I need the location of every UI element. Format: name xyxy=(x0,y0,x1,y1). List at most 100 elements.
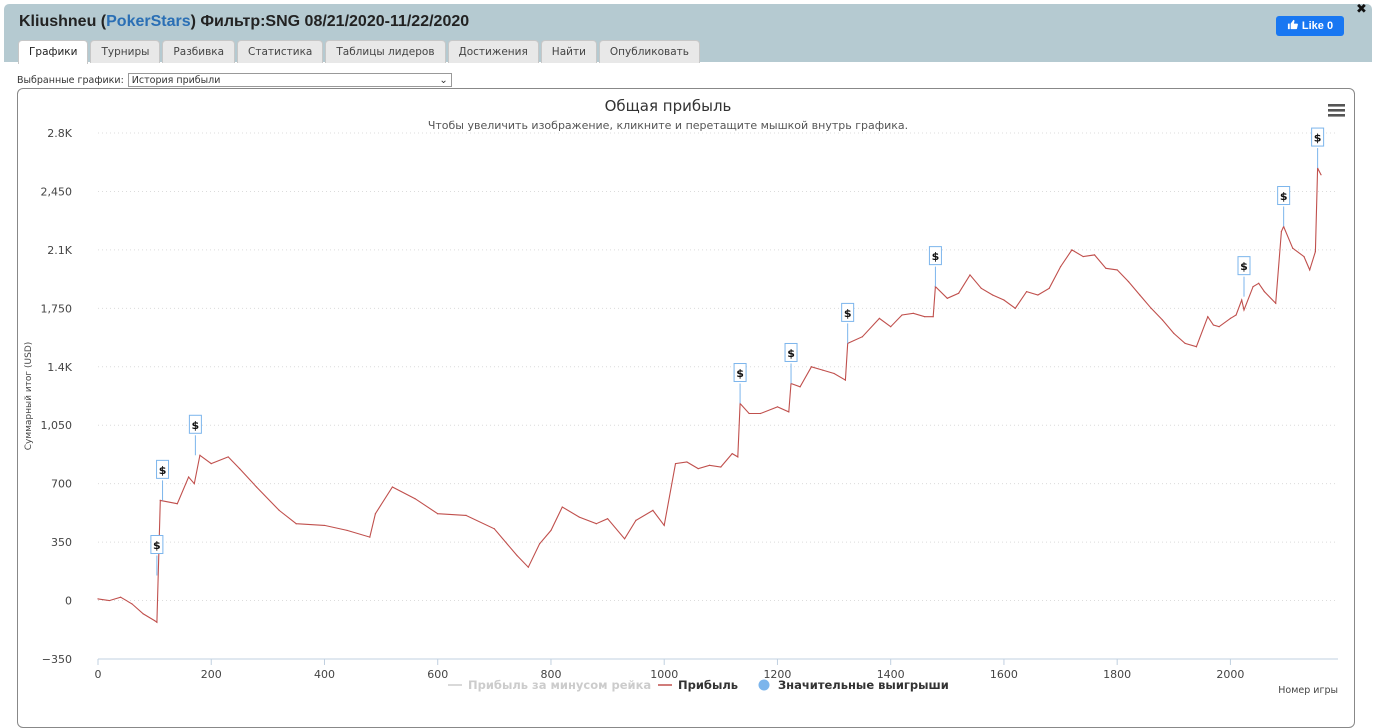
hamburger-icon[interactable] xyxy=(1328,104,1345,107)
profit-data-point xyxy=(374,513,377,515)
big-win-flag-label: $ xyxy=(736,367,744,380)
y-tick-label: 1,750 xyxy=(41,302,73,315)
profit-data-point xyxy=(1303,255,1305,258)
filter-text: Фильтр:SNG 08/21/2020-11/22/2020 xyxy=(195,13,470,30)
profit-data-point xyxy=(1314,250,1316,253)
thumbs-up-icon xyxy=(1287,19,1298,33)
x-tick-label: 1600 xyxy=(990,668,1018,681)
y-tick-label: 700 xyxy=(51,478,72,491)
profit-data-point xyxy=(776,406,779,408)
big-win-flag-label: $ xyxy=(1240,260,1248,273)
profit-data-point xyxy=(674,463,677,465)
legend-marker xyxy=(758,679,770,691)
profit-data-point xyxy=(561,506,563,508)
profit-data-point xyxy=(346,529,348,532)
profit-data-point xyxy=(1309,269,1311,271)
profit-data-point xyxy=(323,524,326,527)
profit-chart[interactable]: Общая прибыль Чтобы увеличить изображение… xyxy=(18,89,1354,713)
profit-data-point xyxy=(992,294,994,296)
graph-select-dropdown[interactable]: История прибыли ⌄ xyxy=(127,73,452,87)
tab-4[interactable]: Таблицы лидеров xyxy=(325,40,446,63)
y-tick-label: 2.8K xyxy=(47,127,72,140)
y-tick-label: −350 xyxy=(42,653,72,666)
profit-data-point xyxy=(1173,332,1175,334)
profit-data-point xyxy=(1275,302,1277,304)
page-title: Kliushneu (PokerStars) Фильтр:SNG 08/21/… xyxy=(19,13,469,31)
profit-data-point xyxy=(437,513,439,515)
tab-0[interactable]: Графики xyxy=(18,40,89,64)
profit-data-point xyxy=(187,476,190,478)
profit-data-point xyxy=(493,528,495,530)
y-tick-label: 2,450 xyxy=(41,185,73,198)
profit-data-point xyxy=(1320,174,1322,176)
x-tick-label: 1400 xyxy=(877,668,905,681)
profit-data-point xyxy=(731,453,733,455)
tab-7[interactable]: Опубликовать xyxy=(598,40,700,63)
graph-select-value: История прибыли xyxy=(131,75,221,86)
x-tick-label: 600 xyxy=(427,668,448,681)
hamburger-icon[interactable] xyxy=(1328,114,1345,117)
big-win-flag[interactable] xyxy=(156,459,170,479)
big-win-flag[interactable] xyxy=(928,246,942,266)
close-icon[interactable]: ✖ xyxy=(1356,2,1367,17)
tab-5[interactable]: Достижения xyxy=(447,40,539,63)
hamburger-icon[interactable] xyxy=(1328,109,1345,112)
profit-data-point xyxy=(156,621,158,623)
profit-data-point xyxy=(799,386,801,388)
big-win-flag-label: $ xyxy=(1314,132,1322,145)
profit-data-point xyxy=(131,603,133,605)
profit-data-point xyxy=(844,379,846,381)
profit-data-point xyxy=(1116,269,1118,271)
profit-data-point xyxy=(810,366,813,368)
profit-data-point xyxy=(946,297,948,299)
site-name-link[interactable]: PokerStars xyxy=(106,13,191,30)
chart-subtitle: Чтобы увеличить изображение, кликните и … xyxy=(428,119,908,132)
legend-item-0: Прибыль за минусом рейка xyxy=(468,678,651,692)
profit-data-point xyxy=(833,372,835,375)
profit-data-point xyxy=(527,566,529,568)
graph-selector-row: Выбранные графики: История прибыли ⌄ xyxy=(17,73,452,87)
profit-data-point xyxy=(414,498,416,500)
profit-data-point xyxy=(1280,230,1282,233)
big-win-flag[interactable] xyxy=(1277,186,1291,206)
tab-3[interactable]: Статистика xyxy=(237,40,324,63)
profit-data-point xyxy=(1212,324,1215,326)
profit-data-point xyxy=(1093,254,1096,256)
profit-data-point xyxy=(159,499,161,501)
tab-bar: Графики Турниры Разбивка Статистика Таблицы … xyxy=(18,40,700,64)
profit-data-point xyxy=(1105,267,1107,269)
x-tick-label: 1200 xyxy=(763,668,791,681)
profit-data-point xyxy=(369,536,371,538)
big-win-flag[interactable] xyxy=(841,302,855,322)
big-win-flag-label: $ xyxy=(1280,190,1288,203)
profit-data-point xyxy=(120,596,122,598)
profit-data-point xyxy=(465,514,467,516)
big-win-flag-label: $ xyxy=(159,464,167,477)
big-win-flag[interactable] xyxy=(1237,256,1251,276)
big-win-flag[interactable] xyxy=(733,363,747,383)
big-win-flag[interactable] xyxy=(1311,127,1325,147)
profit-data-point xyxy=(980,287,982,289)
profit-data-point xyxy=(708,464,711,466)
tab-2[interactable]: Разбивка xyxy=(162,40,236,63)
paren-close: ) xyxy=(190,13,196,30)
profit-data-point xyxy=(912,312,914,314)
big-win-flag[interactable] xyxy=(150,535,164,555)
profit-series-line xyxy=(97,167,1322,624)
y-tick-label: 350 xyxy=(51,536,72,549)
x-tick-label: 2000 xyxy=(1216,668,1244,681)
x-tick-label: 1800 xyxy=(1103,668,1131,681)
paren-open: ( xyxy=(96,13,107,30)
tab-6[interactable]: Найти xyxy=(540,40,597,63)
profit-data-point xyxy=(822,369,824,371)
big-win-flag[interactable] xyxy=(784,342,798,362)
profit-data-point xyxy=(697,468,699,470)
big-win-flag[interactable] xyxy=(188,414,202,434)
profit-data-point xyxy=(1292,247,1294,249)
profit-data-point xyxy=(1071,249,1073,251)
profit-data-point xyxy=(550,529,552,532)
tab-1[interactable]: Турниры xyxy=(90,40,161,63)
profit-data-point xyxy=(1252,286,1254,288)
profit-data-point xyxy=(861,336,863,338)
facebook-like-button[interactable]: Like 0 xyxy=(1276,16,1344,36)
